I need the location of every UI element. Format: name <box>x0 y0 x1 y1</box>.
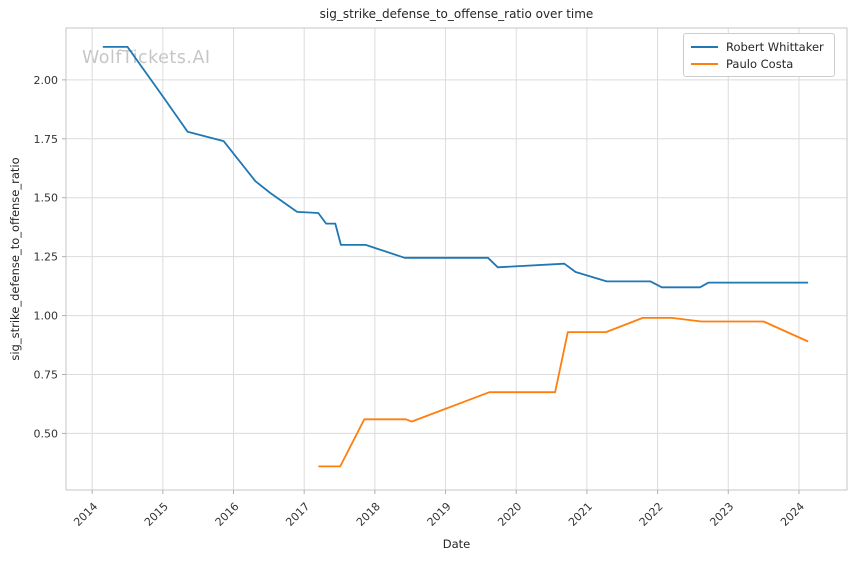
legend-label: Paulo Costa <box>726 56 794 71</box>
y-tick-label: 0.50 <box>34 427 59 440</box>
y-tick-label: 1.75 <box>34 133 59 146</box>
legend-line-swatch-blue <box>691 45 718 48</box>
x-tick-label: 2020 <box>495 500 524 529</box>
legend-label: Robert Whittaker <box>726 39 824 54</box>
x-tick-label: 2017 <box>283 500 312 529</box>
y-tick-label: 0.75 <box>34 369 59 382</box>
chart-title: sig_strike_defense_to_offense_ratio over… <box>319 7 594 21</box>
axes-spines <box>65 27 848 491</box>
series-line-robert-whittaker <box>102 46 809 289</box>
y-axis-label: sig_strike_defense_to_offense_ratio <box>8 157 22 361</box>
y-tick-label: 2.00 <box>34 74 59 87</box>
y-tick-label: 1.25 <box>34 251 59 264</box>
x-axis-label: Date <box>442 537 471 551</box>
x-tick-label: 2023 <box>707 500 736 529</box>
y-tick-label: 1.00 <box>34 310 59 323</box>
x-tick-label: 2021 <box>566 500 595 529</box>
x-tick-label: 2019 <box>425 500 454 529</box>
y-tick-label: 1.50 <box>34 192 59 205</box>
x-tick-label: 2024 <box>778 500 807 529</box>
legend: Robert Whittaker Paulo Costa <box>683 33 835 77</box>
x-tick-label: 2022 <box>637 500 666 529</box>
series-line-paulo-costa <box>318 316 809 468</box>
watermark: WolfTickets.AI <box>82 48 211 68</box>
x-tick-label: 2016 <box>213 500 242 529</box>
legend-item-paulo-costa: Paulo Costa <box>691 56 827 72</box>
x-tick-label: 2014 <box>71 500 100 529</box>
legend-line-swatch-orange <box>691 62 718 65</box>
x-tick-label: 2015 <box>142 500 171 529</box>
x-tick-label: 2018 <box>354 500 383 529</box>
legend-item-robert-whittaker: Robert Whittaker <box>691 39 827 55</box>
